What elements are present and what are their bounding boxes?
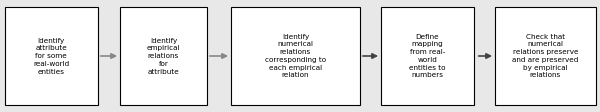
Text: Identify
empirical
relations
for
attribute: Identify empirical relations for attribu… xyxy=(147,38,180,74)
Text: Identify
attribute
for some
real-world
entities: Identify attribute for some real-world e… xyxy=(33,38,70,74)
FancyBboxPatch shape xyxy=(5,7,98,105)
Text: Check that
numerical
relations preserve
and are preserved
by empirical
relations: Check that numerical relations preserve … xyxy=(512,34,578,78)
FancyBboxPatch shape xyxy=(495,7,596,105)
FancyBboxPatch shape xyxy=(231,7,360,105)
Text: Identify
numerical
relations
corresponding to
each empirical
relation: Identify numerical relations correspondi… xyxy=(265,34,326,78)
FancyBboxPatch shape xyxy=(381,7,474,105)
FancyBboxPatch shape xyxy=(120,7,207,105)
Text: Define
mapping
from real-
world
entities to
numbers: Define mapping from real- world entities… xyxy=(409,34,446,78)
